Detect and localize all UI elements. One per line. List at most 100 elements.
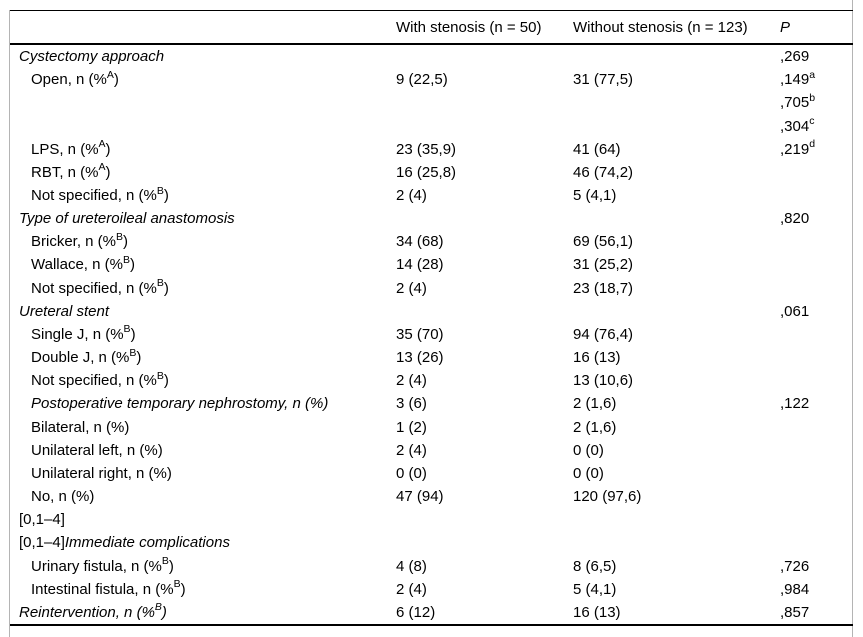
row-label: No, n (%) [10, 485, 396, 508]
p-value-text: ,149 [780, 71, 810, 89]
row-label: RBT, n (% A) [31, 161, 111, 181]
label-text: Immediate complications [64, 534, 230, 552]
row-label: Not specified, n (% B) [31, 369, 169, 390]
label-text: Cystectomy approach [19, 48, 165, 66]
label-text: Ureteral stent [19, 302, 110, 320]
cell-p-value [780, 253, 853, 276]
comparison-table: With stenosis (n = 50) Without stenosis … [10, 10, 853, 626]
row-label: Wallace, n (% B) [31, 253, 135, 274]
cell-without-stenosis [573, 114, 780, 137]
label-text: LPS, n (% [31, 140, 99, 158]
header-with-stenosis: With stenosis (n = 50) [396, 18, 542, 36]
p-value-text: ,726 [780, 557, 810, 575]
cell-p-value [780, 161, 853, 184]
cell-p-value: ,705 b [780, 91, 816, 112]
table-row: Bilateral, n (%) 1 (2) 2 (1,6) [10, 416, 853, 439]
cell-with-stenosis [396, 300, 573, 323]
cell-p-value: ,726 [780, 554, 853, 577]
cell-without-stenosis: 16 (13) [573, 349, 621, 367]
cell-without-stenosis: 13 (10,6) [573, 372, 634, 390]
cell-without-stenosis: 0 (0) [573, 464, 604, 482]
label-text: Not specified, n (% [31, 187, 157, 205]
cell-without-stenosis [573, 91, 780, 114]
cell-without-stenosis: 46 (74,2) [573, 163, 634, 181]
row-label: Not specified, n (% B) [31, 184, 169, 205]
label-text: Postoperative temporary nephrostomy, n (… [31, 395, 329, 413]
label-text: Intestinal fistula, n (% [31, 580, 174, 598]
cell-without-stenosis: 8 (6,5) [573, 557, 617, 575]
cell-without-stenosis [573, 45, 780, 68]
label-text: RBT, n (% [31, 163, 99, 181]
cell-without-stenosis: 31 (77,5) [573, 71, 634, 89]
table-row: ,304 c [10, 114, 853, 137]
cell-with-stenosis [396, 508, 573, 531]
label-text: Not specified, n (% [31, 279, 157, 297]
table-row: No, n (%) 47 (94) 120 (97,6) [10, 485, 853, 508]
row-label: [0,1–4] Immediate complications [10, 531, 396, 554]
label-text: ) [130, 256, 135, 274]
table-row: Bricker, n (% B) 34 (68) 69 (56,1) [10, 230, 853, 253]
cell-without-stenosis [573, 531, 780, 554]
cell-without-stenosis: 120 (97,6) [573, 488, 642, 506]
cell-with-stenosis: 34 (68) [396, 233, 444, 251]
cell-without-stenosis: 69 (56,1) [573, 233, 634, 251]
label-text: [0,1–4] [19, 511, 65, 529]
cell-with-stenosis: 16 (25,8) [396, 163, 457, 181]
row-label: LPS, n (% A) [31, 138, 111, 158]
table-row: [0,1–4] Immediate complications [10, 531, 853, 554]
cell-p-value [780, 416, 853, 439]
table-row: Not specified, n (% B) 2 (4) 5 (4,1) [10, 184, 853, 207]
label-text: ) [161, 603, 167, 621]
cell-with-stenosis: 2 (4) [396, 279, 427, 297]
table-row: Cystectomy approach ,269 [10, 45, 853, 68]
row-label: Cystectomy approach [10, 45, 396, 68]
p-value-text: ,705 [780, 94, 810, 112]
label-text: Urinary fistula, n (% [31, 557, 162, 575]
table-row: Open, n (% A) 9 (22,5) 31 (77,5) ,149 a [10, 68, 853, 91]
cell-with-stenosis: 2 (4) [396, 441, 427, 459]
table-row: Single J, n (% B) 35 (70) 94 (76,4) [10, 323, 853, 346]
cell-with-stenosis [396, 91, 573, 114]
label-text: ) [105, 163, 111, 181]
cell-with-stenosis: 47 (94) [396, 488, 444, 506]
row-label: Not specified, n (% B) [31, 277, 169, 297]
cell-without-stenosis: 23 (18,7) [573, 279, 634, 297]
cell-with-stenosis: 9 (22,5) [396, 71, 448, 89]
cell-p-value: ,820 [780, 207, 853, 230]
cell-with-stenosis: 14 (28) [396, 256, 444, 274]
cell-p-value [780, 230, 853, 253]
cell-without-stenosis: 31 (25,2) [573, 256, 634, 274]
cell-without-stenosis: 0 (0) [573, 441, 604, 459]
label-text: ) [180, 580, 186, 598]
cell-p-value: ,149 a [780, 68, 816, 89]
cell-p-value [780, 323, 853, 346]
table-row: Unilateral left, n (%) 2 (4) 0 (0) [10, 439, 853, 462]
row-label: Reintervention, n (% B) [19, 601, 167, 621]
page-edge-right [852, 0, 853, 637]
cell-with-stenosis: 0 (0) [396, 464, 427, 482]
row-label: Unilateral left, n (%) [10, 439, 396, 462]
cell-with-stenosis [396, 45, 573, 68]
label-text: Reintervention, n (% [19, 603, 155, 621]
cell-with-stenosis: 23 (35,9) [396, 140, 457, 158]
table-row: Intestinal fistula, n (% B) 2 (4) 5 (4,1) ,9… [10, 578, 853, 601]
table-row: Reintervention, n (% B) 6 (12) 16 (13) ,857 [10, 601, 853, 624]
p-value-text: ,269 [780, 48, 810, 66]
cell-p-value [780, 369, 853, 392]
table-row: [0,1–4] [10, 508, 853, 531]
label-text: ) [113, 71, 119, 89]
cell-without-stenosis: 2 (1,6) [573, 418, 617, 436]
table-row: RBT, n (% A) 16 (25,8) 46 (74,2) [10, 161, 853, 184]
cell-p-value: ,984 [780, 578, 853, 601]
cell-with-stenosis: 6 (12) [396, 603, 436, 621]
label-text: No, n (%) [31, 488, 95, 506]
row-label: [0,1–4] [10, 508, 396, 531]
label-text: Unilateral right, n (%) [31, 464, 172, 482]
cell-without-stenosis: 5 (4,1) [573, 187, 617, 205]
cell-without-stenosis [573, 300, 780, 323]
cell-with-stenosis: 2 (4) [396, 580, 427, 598]
cell-p-value: ,061 [780, 300, 853, 323]
label-text: Type of ureteroileal anastomosis [19, 210, 235, 228]
cell-with-stenosis: 4 (8) [396, 557, 427, 575]
